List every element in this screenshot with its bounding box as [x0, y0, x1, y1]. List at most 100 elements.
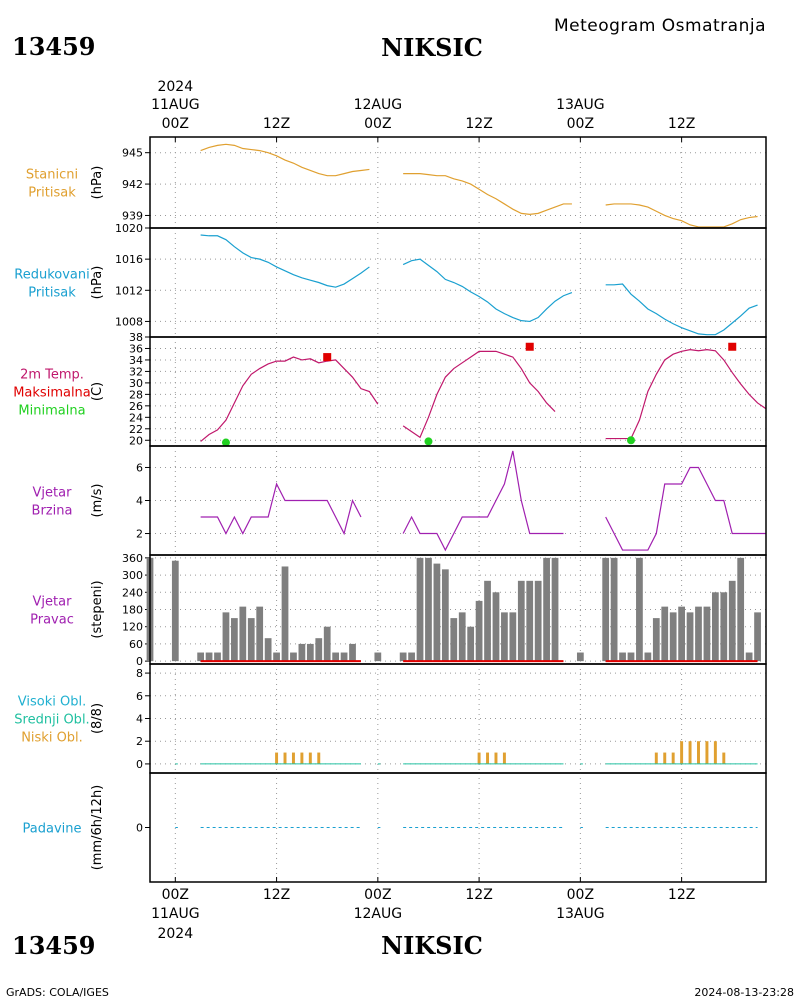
y-axis-label: (hPa) — [90, 166, 105, 200]
wind-dir-bar — [231, 618, 238, 662]
temperature-line — [402, 350, 556, 439]
time-tick-label: 12Z — [668, 116, 695, 132]
y-tick-label: 1012 — [115, 284, 143, 297]
wind-dir-bar — [509, 612, 517, 662]
wind-dir-bar — [711, 592, 719, 662]
wind-dir-bar — [247, 618, 255, 662]
wind-dir-bar — [728, 580, 736, 662]
cloud-bar — [671, 752, 675, 764]
y-tick-label: 36 — [129, 342, 143, 355]
wind-dir-bar — [214, 652, 221, 662]
reduced_pressure-line — [402, 258, 573, 323]
wind-dir-bar — [433, 563, 441, 662]
cloud-bar — [688, 741, 692, 764]
tmax-marker — [728, 342, 737, 351]
wind-dir-bar — [543, 557, 550, 662]
cloud-bar — [713, 741, 717, 764]
y-axis-label: (hPa) — [90, 266, 105, 300]
panel-label: Pravac — [30, 613, 74, 628]
time-tick-label: 00Z — [364, 887, 391, 903]
wind-dir-bar — [349, 643, 356, 662]
panel-label: Stanicni — [26, 168, 78, 183]
panel-frame — [149, 772, 767, 883]
tmin-marker — [626, 436, 635, 445]
temperature-line — [605, 349, 767, 440]
wind_speed-line — [402, 450, 564, 552]
y-tick-label: 180 — [122, 604, 143, 617]
cloud-bar — [486, 752, 490, 764]
y-tick-label: 0 — [136, 758, 143, 771]
panel-label: Maksimalna — [13, 386, 91, 401]
cloud-bar — [502, 752, 506, 764]
wind-dir-bar — [281, 566, 289, 662]
y-tick-label: 24 — [129, 411, 143, 424]
wind-dir-bar — [501, 612, 508, 662]
panel-label: Pritisak — [28, 286, 76, 301]
wind-dir-bar — [636, 557, 643, 662]
cloud-bar — [494, 752, 498, 764]
cloud-bar — [317, 752, 321, 764]
tmax-marker — [525, 342, 534, 351]
time-tick-label: 12Z — [465, 887, 492, 903]
station-id-bottom: 13459 — [12, 931, 96, 960]
time-tick-label: 12Z — [465, 116, 492, 132]
y-tick-label: 26 — [129, 400, 143, 413]
panel-label: Redukovani — [14, 268, 89, 283]
time-tick-label: 12Z — [668, 887, 695, 903]
station_pressure-line — [403, 173, 572, 216]
station-name-top: NIKSIC — [381, 33, 483, 62]
panel-frame — [149, 445, 767, 556]
wind-dir-bar — [306, 643, 314, 662]
panel-label: Vjetar — [33, 486, 73, 501]
y-tick-label: 32 — [129, 365, 143, 378]
wind-dir-bar — [703, 606, 711, 662]
wind-dir-bar — [374, 652, 382, 662]
wind-dir-bar — [610, 557, 618, 662]
wind-dir-bar — [441, 569, 449, 662]
cloud-bar — [283, 752, 287, 764]
wind_speed-line — [200, 482, 362, 536]
y-tick-label: 2 — [136, 735, 143, 748]
cloud-bar — [697, 741, 700, 764]
y-tick-label: 30 — [129, 377, 143, 390]
y-tick-label: 1016 — [115, 253, 143, 266]
time-tick-label: 00Z — [162, 116, 189, 132]
y-tick-label: 939 — [122, 209, 143, 222]
y-tick-label: 60 — [129, 638, 143, 651]
footer-credit: GrADS: COLA/IGES — [6, 986, 109, 999]
y-tick-label: 945 — [122, 147, 143, 160]
date-label: 13AUG — [556, 97, 605, 113]
cloud-bar — [705, 741, 709, 764]
y-tick-label: 4 — [136, 713, 143, 726]
wind-dir-bar — [652, 618, 660, 662]
wind-dir-bar — [644, 652, 652, 662]
panel-label: Srednji Obl. — [14, 713, 89, 728]
wind-dir-bar — [197, 652, 205, 662]
wind-dir-bar — [205, 652, 213, 662]
cloud-bar — [663, 752, 667, 764]
wind-dir-bar — [425, 557, 432, 662]
tmin-marker — [424, 437, 433, 446]
y-tick-label: 6 — [136, 690, 143, 703]
panel-clouds: 0 2 4 6 8 Visoki Obl. Srednji Obl. Niski Obl. (8… — [14, 663, 767, 774]
cloud-bar — [680, 741, 684, 764]
wind-dir-bar — [467, 626, 475, 662]
footer-timestamp: 2024-08-13-23:28 — [694, 986, 794, 999]
cloud-bar — [275, 752, 279, 764]
product-title: Meteogram Osmatranja — [554, 16, 766, 36]
y-tick-label: 1020 — [115, 222, 143, 235]
panel-label: Padavine — [23, 822, 82, 837]
tmax-marker — [323, 353, 332, 362]
station_pressure-line — [200, 143, 370, 177]
y-tick-label: 240 — [122, 586, 143, 599]
y-axis-label: (C) — [90, 382, 105, 401]
cloud-bar — [291, 752, 295, 764]
wind-dir-bar — [290, 652, 297, 662]
wind-dir-bar — [416, 557, 424, 662]
cloud-bar — [477, 752, 481, 764]
wind-dir-bar — [332, 652, 340, 662]
wind-dir-bar — [526, 580, 534, 662]
